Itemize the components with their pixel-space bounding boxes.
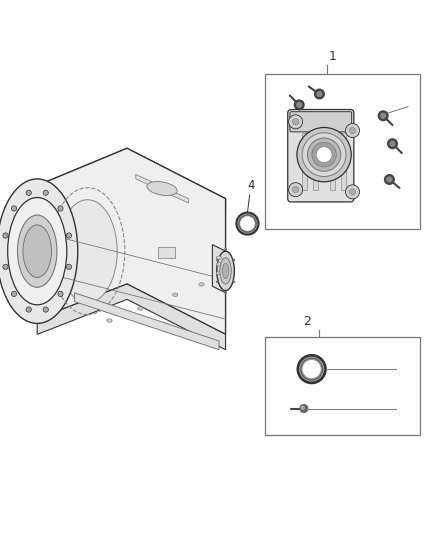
Ellipse shape xyxy=(173,293,178,296)
FancyBboxPatch shape xyxy=(288,109,354,202)
Circle shape xyxy=(314,89,324,99)
Circle shape xyxy=(297,354,326,384)
Circle shape xyxy=(297,102,302,107)
Bar xyxy=(265,74,420,229)
Circle shape xyxy=(385,175,394,184)
Ellipse shape xyxy=(216,259,219,261)
Ellipse shape xyxy=(107,319,112,322)
Bar xyxy=(302,133,307,190)
Ellipse shape xyxy=(43,307,48,312)
Text: 2: 2 xyxy=(303,315,311,328)
Ellipse shape xyxy=(217,251,234,290)
Circle shape xyxy=(236,212,259,235)
Circle shape xyxy=(294,100,304,110)
Ellipse shape xyxy=(3,233,8,238)
Ellipse shape xyxy=(233,280,235,283)
Circle shape xyxy=(387,177,392,182)
Circle shape xyxy=(293,187,299,193)
Ellipse shape xyxy=(223,263,229,279)
Polygon shape xyxy=(74,293,219,350)
Ellipse shape xyxy=(224,292,227,294)
Bar xyxy=(158,247,175,258)
Text: 3: 3 xyxy=(390,100,397,113)
Text: 3: 3 xyxy=(379,402,386,415)
Ellipse shape xyxy=(216,263,222,266)
Circle shape xyxy=(241,217,254,230)
Polygon shape xyxy=(37,284,226,350)
Circle shape xyxy=(381,114,385,118)
Text: 4: 4 xyxy=(247,179,255,192)
Bar xyxy=(330,133,336,190)
Circle shape xyxy=(297,127,351,182)
Polygon shape xyxy=(37,148,226,214)
Polygon shape xyxy=(37,148,226,334)
Bar xyxy=(265,336,420,435)
Ellipse shape xyxy=(216,280,219,283)
Circle shape xyxy=(378,111,388,120)
Ellipse shape xyxy=(66,233,71,238)
Ellipse shape xyxy=(138,307,143,310)
Circle shape xyxy=(390,141,395,146)
Ellipse shape xyxy=(147,182,177,196)
FancyBboxPatch shape xyxy=(290,112,352,132)
Circle shape xyxy=(293,119,299,125)
Circle shape xyxy=(317,92,322,96)
Ellipse shape xyxy=(199,282,204,286)
Text: 1: 1 xyxy=(329,50,337,63)
Circle shape xyxy=(301,407,304,409)
Circle shape xyxy=(312,142,336,167)
Ellipse shape xyxy=(66,264,71,270)
Ellipse shape xyxy=(11,206,17,211)
Circle shape xyxy=(238,214,257,233)
Ellipse shape xyxy=(0,179,78,324)
Circle shape xyxy=(289,183,303,197)
Ellipse shape xyxy=(43,190,48,196)
Circle shape xyxy=(302,133,346,176)
Ellipse shape xyxy=(58,291,63,296)
Circle shape xyxy=(346,185,360,199)
Ellipse shape xyxy=(58,200,117,303)
Ellipse shape xyxy=(8,198,67,305)
Ellipse shape xyxy=(216,256,222,260)
Ellipse shape xyxy=(18,215,57,287)
Ellipse shape xyxy=(11,291,17,296)
Ellipse shape xyxy=(58,206,63,211)
Circle shape xyxy=(346,124,360,138)
Circle shape xyxy=(300,357,324,381)
Bar xyxy=(313,133,318,190)
Circle shape xyxy=(289,115,303,129)
Circle shape xyxy=(350,189,356,195)
Polygon shape xyxy=(136,174,188,203)
Ellipse shape xyxy=(23,225,52,278)
Circle shape xyxy=(303,361,320,377)
Ellipse shape xyxy=(220,258,231,284)
Circle shape xyxy=(307,138,341,171)
Circle shape xyxy=(350,127,356,134)
Circle shape xyxy=(300,405,308,413)
Ellipse shape xyxy=(224,248,227,251)
Ellipse shape xyxy=(216,271,222,275)
Ellipse shape xyxy=(26,307,32,312)
Ellipse shape xyxy=(3,264,8,270)
Text: 4: 4 xyxy=(379,367,386,381)
Circle shape xyxy=(316,147,332,163)
Bar xyxy=(341,133,346,190)
Ellipse shape xyxy=(233,259,235,261)
Polygon shape xyxy=(212,245,226,293)
Ellipse shape xyxy=(26,190,32,196)
Circle shape xyxy=(388,139,397,149)
